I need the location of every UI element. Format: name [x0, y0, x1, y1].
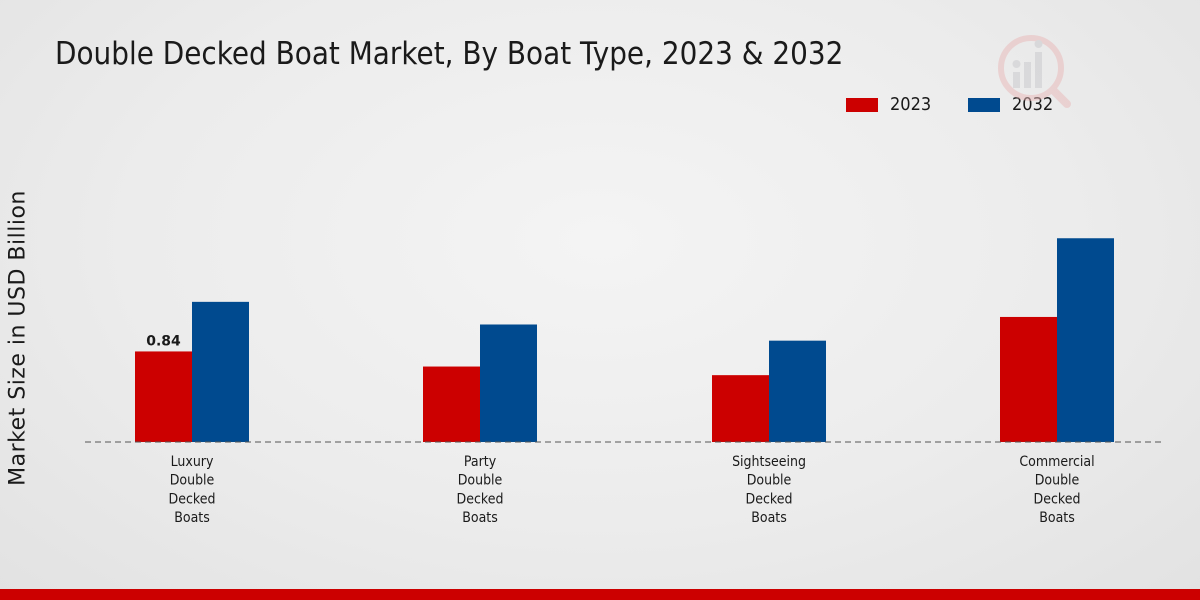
chart-title: Double Decked Boat Market, By Boat Type,…	[55, 36, 844, 72]
x-tick-label-3: Commercial Double Decked Boats	[1019, 454, 1094, 526]
bar-2023-0	[135, 351, 192, 442]
bar-2023-3	[1000, 316, 1057, 442]
legend-label-2023: 2023	[890, 94, 932, 115]
watermark-logo-icon	[998, 35, 1071, 108]
legend-swatch-2023	[846, 97, 878, 112]
bar-2032-2	[769, 340, 826, 442]
data-label-2023-0: 0.84	[146, 333, 181, 349]
x-tick-label-2: Sightseeing Double Decked Boats	[732, 454, 806, 526]
bar-2032-1	[480, 324, 537, 442]
bar-2032-3	[1057, 238, 1114, 442]
bar-2023-2	[712, 375, 769, 442]
bottom-accent-bar	[0, 589, 1200, 600]
legend-swatch-2032	[967, 97, 1000, 112]
bar-2032-0	[192, 301, 249, 442]
legend-item-2023: 2023	[846, 94, 936, 115]
x-tick-label-0: Luxury Double Decked Boats	[169, 454, 216, 526]
x-tick-label-1: Party Double Decked Boats	[457, 454, 504, 526]
bar-2023-1	[423, 366, 480, 442]
